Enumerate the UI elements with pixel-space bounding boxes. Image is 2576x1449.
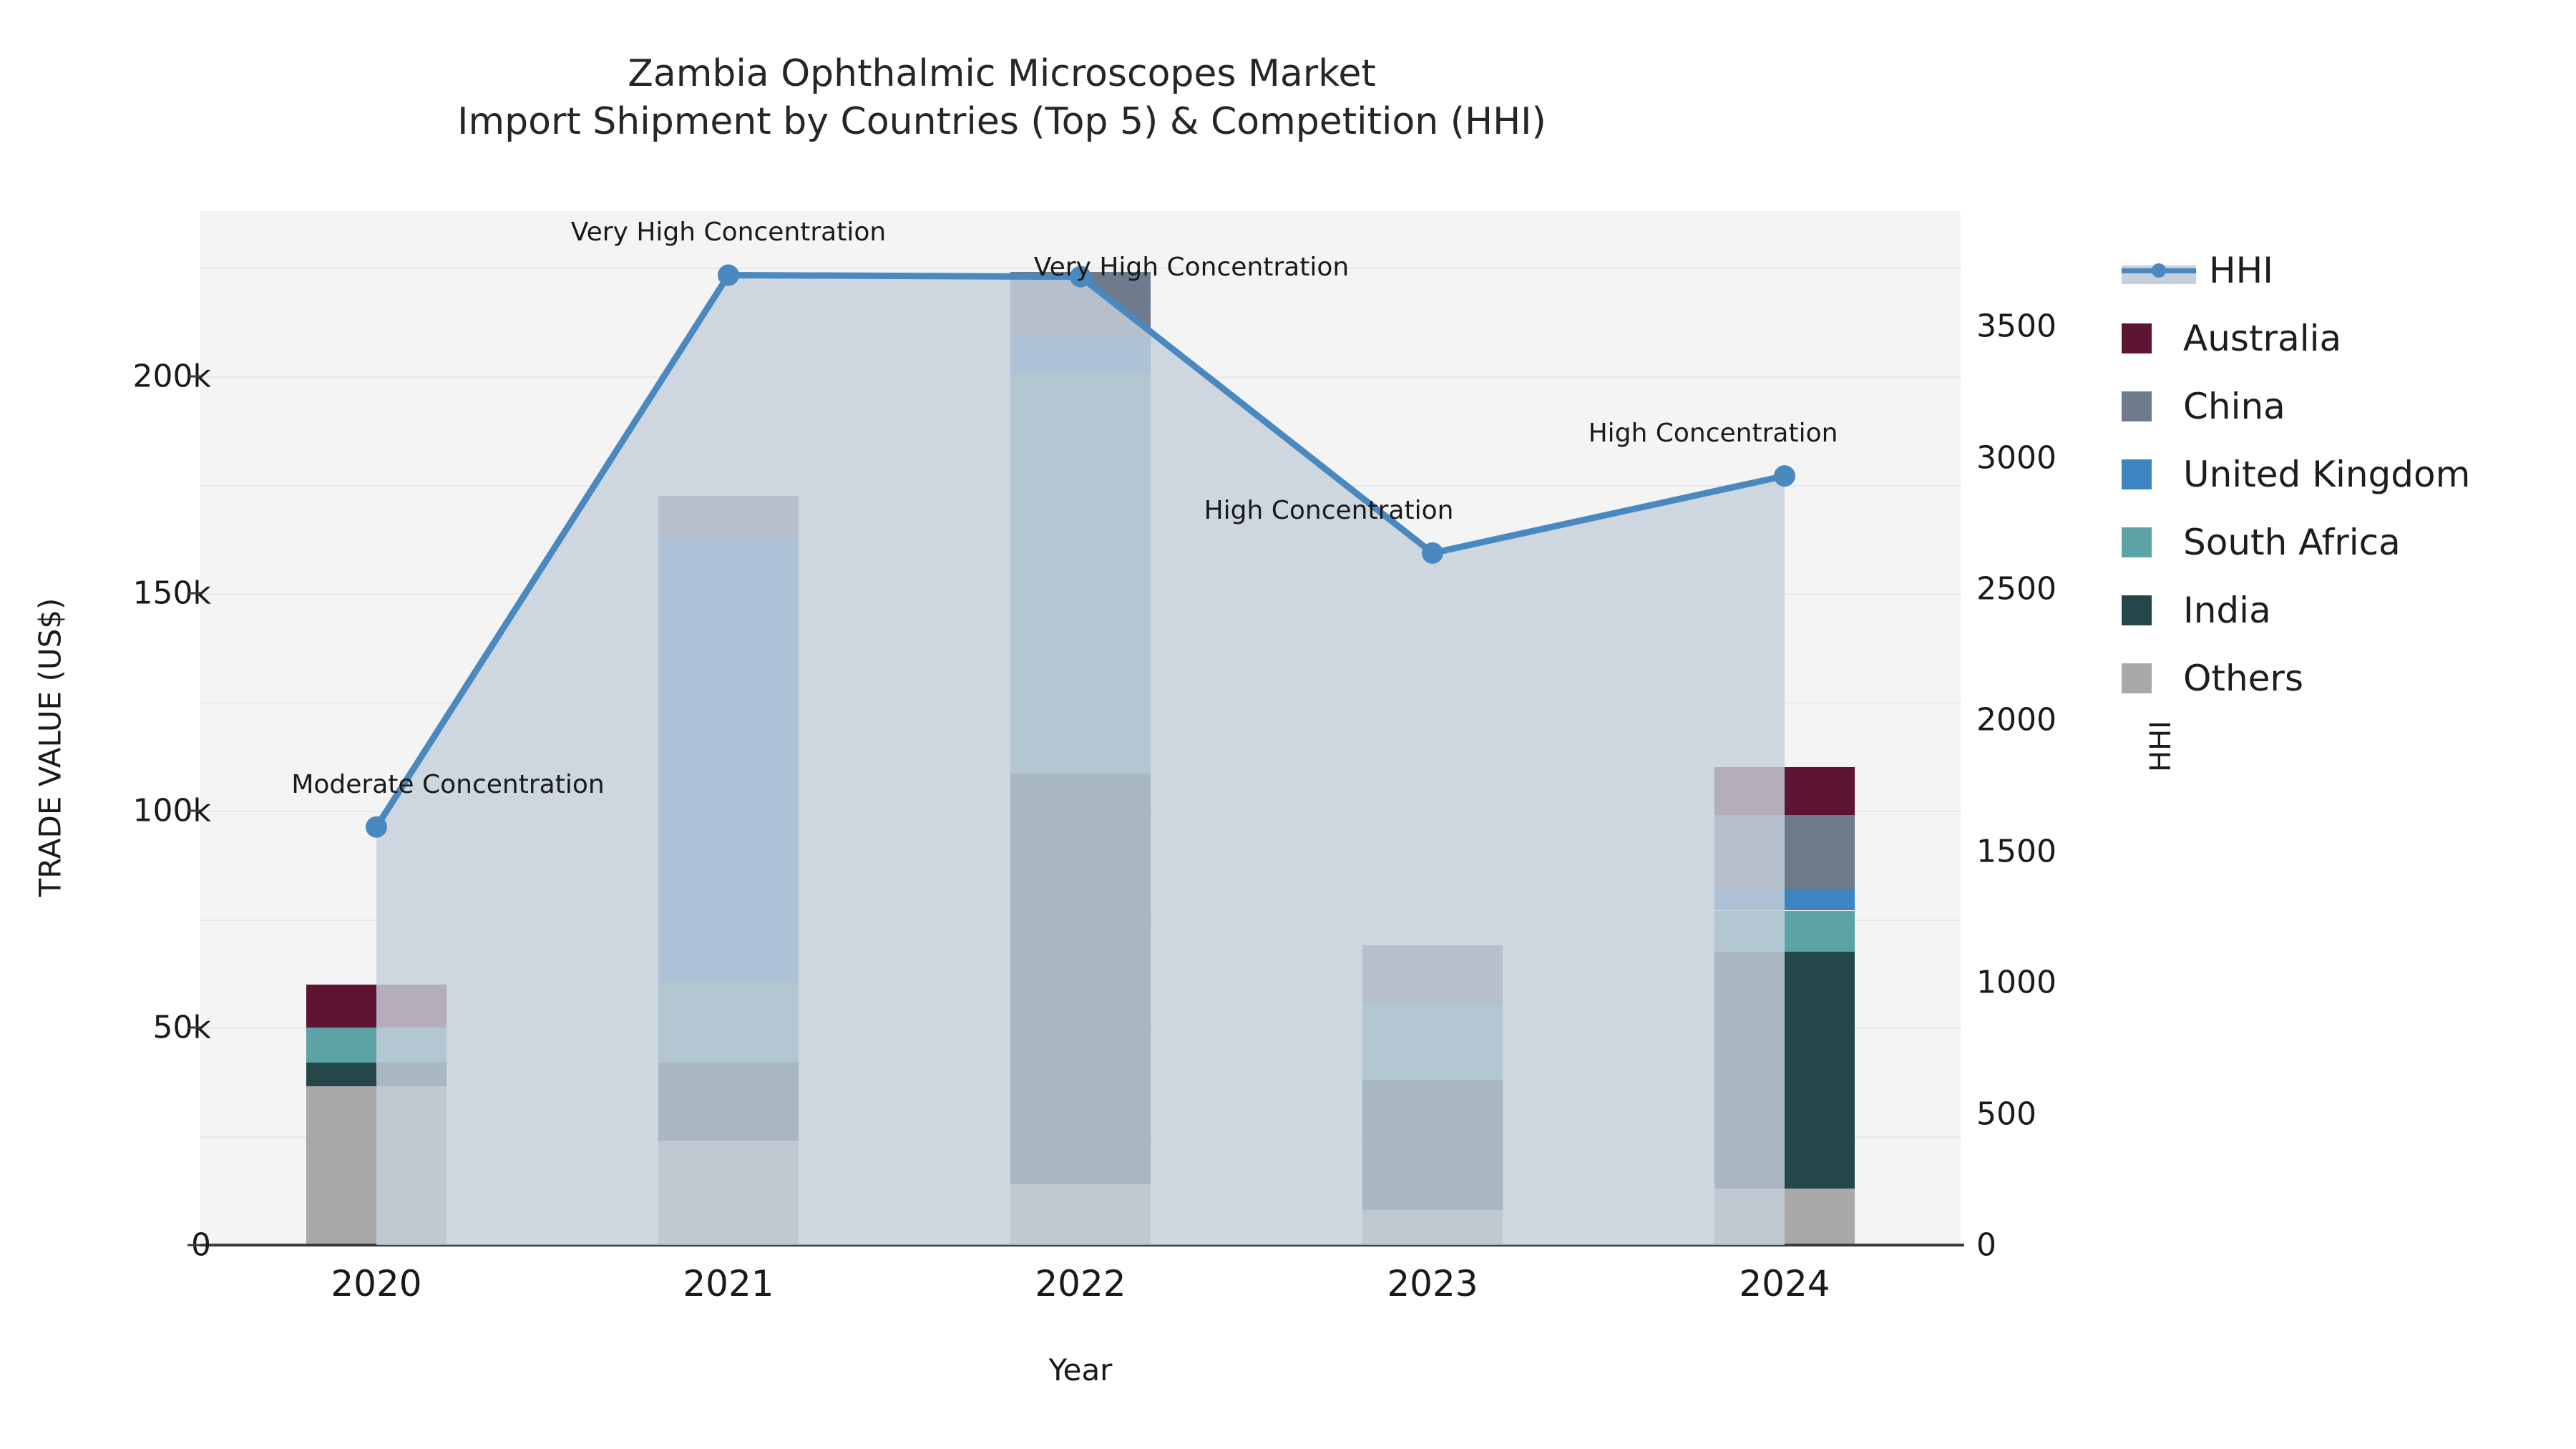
hhi-annotation-2022: Very High Concentration: [1033, 252, 1350, 282]
chart-legend: HHI Australia China United Kingdom South Afr…: [2122, 236, 2565, 712]
legend-item-china[interactable]: China: [2122, 372, 2565, 440]
y-axis-left-tick-mark: [187, 1244, 200, 1246]
bar-segment-south-africa[interactable]: [658, 982, 799, 1063]
x-axis-label: Year: [1048, 1352, 1113, 1387]
y-axis-left-tick-mark: [187, 375, 200, 378]
x-axis-tick-label: 2024: [1739, 1263, 1830, 1304]
bar-segment-united-kingdom[interactable]: [1010, 337, 1151, 374]
bar-group-2023[interactable]: [1362, 211, 1503, 1245]
bar-group-2022[interactable]: [1010, 211, 1151, 1245]
legend-color-swatch: [2122, 663, 2152, 693]
legend-item-label: China: [2183, 385, 2285, 427]
legend-line-swatch: [2122, 255, 2196, 286]
legend-item-south-africa[interactable]: South Africa: [2122, 508, 2565, 576]
legend-item-australia[interactable]: Australia: [2122, 304, 2565, 372]
y-axis-left-label: TRADE VALUE (US$): [32, 597, 68, 897]
legend-color-swatch: [2122, 391, 2152, 421]
x-axis-tick-label: 2023: [1387, 1263, 1478, 1304]
y-axis-right-tick-label: 2500: [1976, 570, 2057, 608]
y-axis-left-tick-mark: [187, 592, 200, 595]
bar-group-2020[interactable]: [306, 211, 447, 1245]
legend-item-india[interactable]: India: [2122, 576, 2565, 644]
y-axis-right-tick-label: 1500: [1976, 833, 2057, 870]
bar-segment-india[interactable]: [306, 1063, 447, 1087]
hhi-annotation-2020: Moderate Concentration: [291, 769, 605, 799]
bar-segment-china[interactable]: [1714, 814, 1855, 889]
legend-item-label: HHI: [2209, 249, 2273, 291]
legend-item-label: South Africa: [2183, 521, 2401, 563]
legend-item-hhi[interactable]: HHI: [2122, 236, 2565, 304]
y-axis-right-tick-label: 3500: [1976, 308, 2057, 345]
bar-segment-united-kingdom[interactable]: [658, 537, 799, 982]
bar-segment-india[interactable]: [1714, 952, 1855, 1189]
bar-segment-others[interactable]: [306, 1086, 447, 1245]
chart-title-line-1: Zambia Ophthalmic Microscopes Market: [628, 52, 1376, 95]
legend-item-united-kingdom[interactable]: United Kingdom: [2122, 440, 2565, 508]
legend-color-swatch: [2122, 527, 2152, 557]
y-axis-right-tick-label: 2000: [1976, 701, 2057, 738]
y-axis-left-tick-label: 200k: [132, 358, 211, 395]
bar-segment-south-africa[interactable]: [1714, 910, 1855, 952]
bar-segment-india[interactable]: [1010, 774, 1151, 1184]
y-axis-right-tick-label: 500: [1976, 1096, 2036, 1133]
bar-segment-india[interactable]: [1362, 1080, 1503, 1211]
y-axis-left-tick-mark: [187, 809, 200, 812]
bar-segment-australia[interactable]: [1714, 767, 1855, 815]
bar-segment-china[interactable]: [658, 495, 799, 537]
bar-segment-india[interactable]: [658, 1063, 799, 1141]
y-axis-right-tick-label: 0: [1976, 1226, 1996, 1264]
bar-segment-south-africa[interactable]: [1010, 374, 1151, 774]
bar-segment-south-africa[interactable]: [1362, 1004, 1503, 1080]
bar-segment-australia[interactable]: [306, 984, 447, 1028]
bar-group-2021[interactable]: [658, 211, 799, 1245]
y-axis-right-tick-label: 3000: [1976, 439, 2057, 477]
bar-segment-south-africa[interactable]: [306, 1028, 447, 1063]
hhi-annotation-2023: High Concentration: [1204, 495, 1454, 525]
legend-item-label: United Kingdom: [2183, 453, 2471, 495]
legend-color-swatch: [2122, 459, 2152, 489]
x-axis-tick-label: 2022: [1035, 1263, 1126, 1304]
plot-area: [200, 211, 1961, 1245]
bar-segment-others[interactable]: [658, 1141, 799, 1245]
bar-segment-others[interactable]: [1362, 1210, 1503, 1245]
legend-color-swatch: [2122, 595, 2152, 625]
y-axis-right-tick-label: 1000: [1976, 964, 2057, 1001]
bar-segment-united-kingdom[interactable]: [1714, 889, 1855, 911]
y-axis-left-tick-mark: [187, 1026, 200, 1029]
bar-group-2024[interactable]: [1714, 211, 1855, 1245]
legend-item-label: Others: [2183, 657, 2304, 699]
chart-title-line-2: Import Shipment by Countries (Top 5) & C…: [457, 99, 1546, 143]
x-axis-tick-label: 2020: [331, 1263, 422, 1304]
hhi-annotation-2021: Very High Concentration: [570, 218, 887, 248]
x-axis-tick-label: 2021: [683, 1263, 774, 1304]
legend-item-label: India: [2183, 589, 2271, 631]
bar-segment-others[interactable]: [1010, 1184, 1151, 1245]
chart-title: Zambia Ophthalmic Microscopes Market Imp…: [0, 50, 2004, 145]
x-axis-line: [200, 1244, 1964, 1246]
y-axis-left-tick-label: 50k: [152, 1009, 211, 1046]
legend-color-swatch: [2122, 323, 2152, 353]
bar-segment-china[interactable]: [1362, 945, 1503, 1005]
y-axis-left-tick-label: 0: [191, 1226, 211, 1264]
legend-item-others[interactable]: Others: [2122, 644, 2565, 712]
legend-item-label: Australia: [2183, 317, 2342, 359]
bar-segment-others[interactable]: [1714, 1189, 1855, 1245]
hhi-annotation-2024: High Concentration: [1588, 419, 1838, 449]
legend-line-marker-dot: [2152, 263, 2166, 278]
